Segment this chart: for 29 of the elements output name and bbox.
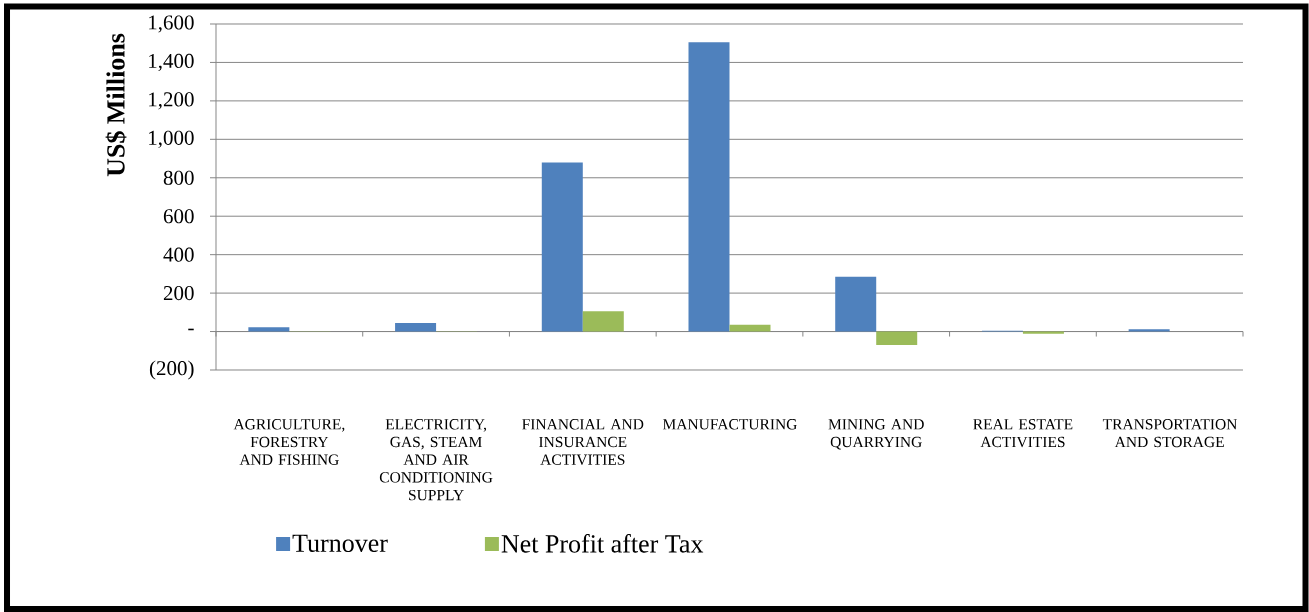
legend-label: Turnover xyxy=(292,534,388,552)
bar xyxy=(1128,329,1170,332)
y-tick-label: 400 xyxy=(163,247,194,262)
x-tick-label: AGRICULTURE, FORESTRY AND FISHING xyxy=(233,419,345,465)
x-tick-label: MINING AND QUARRYING xyxy=(828,419,924,450)
y-tick-label: - xyxy=(188,328,194,331)
y-tick-label: 1,400 xyxy=(149,53,194,72)
y-axis-title: US$ Millions xyxy=(105,33,127,177)
x-tick-label: ELECTRICITY, GAS, STEAM AND AIR CONDITIONING SUPPLY xyxy=(379,419,493,501)
x-tick-label: FINANCIAL AND INSURANCE ACTIVITIES xyxy=(522,419,644,465)
bar xyxy=(541,162,583,332)
y-tick-label: 1,600 xyxy=(149,15,194,33)
y-tick-label: 600 xyxy=(163,209,194,224)
bar xyxy=(729,324,771,332)
bar xyxy=(582,311,624,332)
bar xyxy=(395,323,437,332)
bar xyxy=(248,327,290,332)
y-tick-label: 1,000 xyxy=(149,130,194,148)
x-tick-label: TRANSPORTATION AND STORAGE xyxy=(1102,419,1238,448)
legend-label: Net Profit after Tax xyxy=(501,534,704,553)
y-tick-label: (200) xyxy=(149,360,194,380)
bar xyxy=(876,331,918,345)
y-tick-label: 1,200 xyxy=(149,92,194,110)
x-tick-label: REAL ESTATE ACTIVITIES xyxy=(973,419,1073,448)
y-tick-label: 200 xyxy=(163,286,194,301)
bar xyxy=(835,276,877,332)
y-tick-label: 800 xyxy=(163,170,194,185)
bar xyxy=(688,42,730,332)
x-tick-label: MANUFACTURING xyxy=(662,419,797,430)
